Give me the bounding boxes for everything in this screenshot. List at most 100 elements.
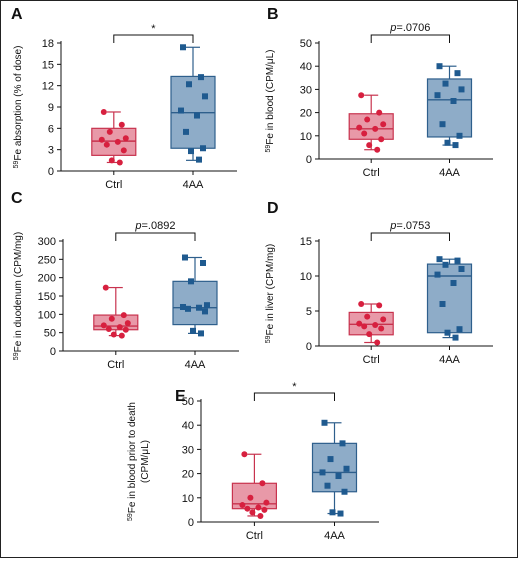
box-group-4aa [426, 63, 473, 149]
y-tick-label: 40 [182, 420, 194, 432]
significance-bracket [253, 392, 335, 401]
box-group-ctrl [91, 108, 137, 166]
data-point [452, 334, 459, 341]
data-point [324, 482, 331, 489]
p-value-label: p=.0753 [389, 220, 430, 232]
data-point [180, 304, 186, 310]
iqr-box [311, 442, 358, 493]
box-group-4aa [426, 256, 473, 341]
data-point [442, 80, 449, 87]
data-point [124, 320, 131, 327]
y-tick-label: 0 [48, 166, 54, 178]
y-tick-label: 200 [38, 273, 56, 285]
y-tick-label: 0 [188, 517, 194, 529]
y-tick-label: 18 [42, 38, 54, 50]
p-value-label: p=.0892 [134, 220, 175, 232]
data-point [356, 320, 363, 327]
data-point [122, 135, 129, 142]
data-point [120, 147, 127, 154]
y-tick-label: 9 [48, 102, 54, 114]
data-point [361, 130, 368, 137]
x-tick-label: 4AA [183, 179, 204, 191]
data-point [108, 157, 115, 164]
data-point [434, 92, 441, 99]
data-point [241, 451, 248, 458]
data-point [335, 473, 342, 480]
data-point [239, 502, 246, 509]
y-tick-label: 30 [300, 84, 312, 96]
iqr-box [426, 263, 473, 334]
data-point [380, 121, 387, 128]
data-point [194, 112, 200, 119]
data-point [116, 159, 123, 166]
data-point [200, 145, 206, 152]
data-point [261, 506, 268, 513]
data-point [244, 505, 251, 512]
data-point [186, 81, 192, 88]
data-point [378, 136, 385, 143]
box-group-4aa [172, 254, 218, 337]
data-point [185, 305, 191, 312]
panel-b: B 0 10 20 30 40 50 59Fe in blood (CPM/μL) Ctrl 4A… [265, 6, 493, 179]
y-axis-label: 59Fe in duodenum (CPM/mg) [13, 232, 25, 360]
panel-letter: D [267, 200, 279, 217]
data-point [436, 256, 443, 263]
data-point [319, 469, 326, 476]
data-point [247, 494, 254, 501]
panel-letter: A [11, 6, 23, 23]
data-point [366, 331, 373, 338]
data-point [456, 132, 463, 139]
box-group-ctrl [348, 92, 394, 153]
data-point [196, 156, 202, 163]
data-point [118, 121, 125, 128]
data-point [343, 465, 350, 472]
box-group-4aa [311, 419, 358, 517]
data-point [376, 109, 383, 116]
data-point [263, 499, 270, 506]
y-axis-label: 59Fe in blood (CPM/μL) [265, 49, 277, 152]
box-group-ctrl [348, 301, 394, 346]
data-point [321, 419, 328, 426]
data-point [454, 70, 461, 77]
x-tick-label: Ctrl [363, 354, 380, 366]
y-axis-label: (CPM/μL) [140, 440, 151, 483]
data-point [106, 128, 113, 135]
y-tick-label: 50 [182, 396, 194, 408]
significance-marker: * [151, 23, 156, 35]
box-group-4aa [170, 44, 216, 163]
x-tick-label: Ctrl [107, 359, 124, 371]
data-point [259, 480, 266, 487]
x-tick-label: 4AA [185, 359, 206, 371]
data-point [202, 308, 208, 315]
data-point [202, 93, 208, 100]
significance-bracket [113, 34, 194, 43]
panel-d: D 0 5 10 15 59Fe in liver (CPM/mg) Ctrl 4AA p=.0… [265, 200, 493, 366]
data-point [110, 331, 117, 338]
data-point [450, 98, 457, 104]
data-point [458, 86, 465, 93]
data-point [458, 266, 465, 272]
x-tick-label: 4AA [439, 354, 460, 366]
data-point [374, 146, 381, 153]
y-axis-label: 59Fe in blood prior to death [127, 402, 139, 521]
y-tick-label: 15 [300, 236, 312, 248]
data-point [454, 257, 461, 264]
data-point [452, 142, 459, 149]
data-point [98, 136, 105, 143]
y-tick-label: 0 [50, 346, 56, 358]
y-tick-label: 20 [182, 469, 194, 481]
data-point [198, 330, 204, 337]
panel-letter: B [267, 6, 279, 23]
data-point [188, 148, 194, 155]
panel-c: C 0 50 100 150 200 250 300 59Fe in duodenum (CPM… [11, 190, 239, 371]
data-point [337, 510, 344, 517]
data-point [182, 254, 188, 261]
data-point [120, 312, 127, 319]
y-tick-label: 40 [300, 61, 312, 73]
data-point [329, 509, 336, 516]
data-point [100, 108, 107, 115]
data-point [366, 142, 373, 149]
data-point [439, 301, 446, 307]
x-tick-label: 4AA [439, 167, 460, 179]
